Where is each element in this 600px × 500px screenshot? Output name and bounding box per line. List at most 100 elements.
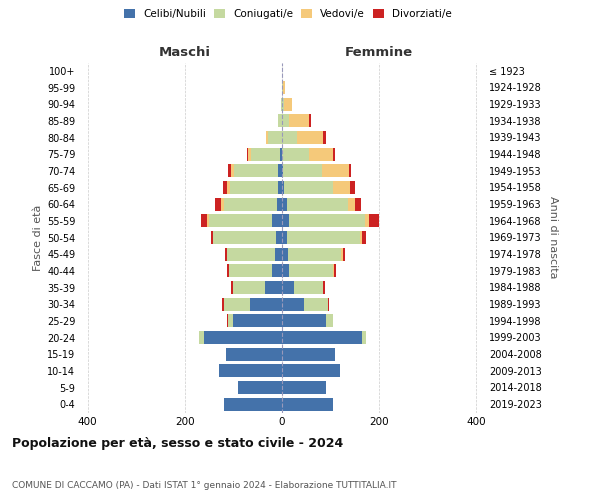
Bar xyxy=(227,314,233,328)
Bar xyxy=(282,198,287,210)
Bar xyxy=(207,214,209,228)
Bar xyxy=(227,264,229,278)
Bar xyxy=(323,281,325,294)
Bar xyxy=(326,314,333,328)
Bar xyxy=(224,398,282,410)
Bar xyxy=(355,198,361,210)
Bar xyxy=(322,164,349,177)
Bar xyxy=(282,398,333,410)
Bar xyxy=(282,364,340,378)
Bar xyxy=(238,381,282,394)
Bar xyxy=(213,231,276,244)
Bar xyxy=(288,248,341,260)
Bar xyxy=(277,198,282,210)
Bar xyxy=(224,248,227,260)
Bar xyxy=(296,131,323,144)
Bar xyxy=(333,181,350,194)
Bar xyxy=(268,131,282,144)
Bar xyxy=(233,314,282,328)
Bar xyxy=(284,181,333,194)
Bar xyxy=(333,148,335,160)
Bar xyxy=(209,214,272,228)
Bar xyxy=(282,381,326,394)
Bar xyxy=(223,181,227,194)
Bar xyxy=(224,198,277,210)
Y-axis label: Anni di nascita: Anni di nascita xyxy=(548,196,559,278)
Bar xyxy=(283,164,322,177)
Text: Maschi: Maschi xyxy=(159,46,211,59)
Bar xyxy=(282,181,284,194)
Bar xyxy=(276,231,282,244)
Bar xyxy=(341,248,343,260)
Bar xyxy=(278,114,282,128)
Bar xyxy=(349,164,352,177)
Bar xyxy=(226,348,282,360)
Bar xyxy=(201,214,207,228)
Bar xyxy=(221,198,224,210)
Bar xyxy=(289,214,365,228)
Bar xyxy=(215,198,221,210)
Bar xyxy=(224,298,250,310)
Bar xyxy=(360,231,362,244)
Bar xyxy=(227,181,230,194)
Bar xyxy=(282,81,283,94)
Bar xyxy=(235,164,278,177)
Bar xyxy=(309,148,333,160)
Bar xyxy=(230,181,278,194)
Bar xyxy=(347,198,355,210)
Bar xyxy=(282,148,309,160)
Text: COMUNE DI CACCAMO (PA) - Dati ISTAT 1° gennaio 2024 - Elaborazione TUTTITALIA.IT: COMUNE DI CACCAMO (PA) - Dati ISTAT 1° g… xyxy=(12,481,397,490)
Bar xyxy=(230,164,235,177)
Bar xyxy=(370,214,379,228)
Bar xyxy=(282,114,289,128)
Legend: Celibi/Nubili, Coniugati/e, Vedovi/e, Divorziati/e: Celibi/Nubili, Coniugati/e, Vedovi/e, Di… xyxy=(120,5,456,24)
Bar xyxy=(282,131,296,144)
Text: Femmine: Femmine xyxy=(345,46,413,59)
Bar xyxy=(304,298,328,310)
Bar xyxy=(287,198,347,210)
Bar xyxy=(350,181,355,194)
Bar xyxy=(284,98,292,110)
Bar xyxy=(219,364,282,378)
Bar xyxy=(282,231,287,244)
Bar xyxy=(287,231,360,244)
Bar xyxy=(334,264,336,278)
Bar xyxy=(282,298,304,310)
Bar xyxy=(247,148,248,160)
Bar xyxy=(278,181,282,194)
Y-axis label: Fasce di età: Fasce di età xyxy=(32,204,43,270)
Bar xyxy=(232,281,233,294)
Bar xyxy=(266,131,268,144)
Bar xyxy=(362,331,366,344)
Bar xyxy=(282,248,288,260)
Bar xyxy=(282,264,289,278)
Bar xyxy=(248,148,251,160)
Bar xyxy=(278,164,282,177)
Bar xyxy=(282,214,289,228)
Bar xyxy=(309,114,311,128)
Bar xyxy=(333,264,334,278)
Bar xyxy=(282,348,335,360)
Bar xyxy=(343,248,345,260)
Bar xyxy=(222,298,224,310)
Bar xyxy=(294,281,323,294)
Bar xyxy=(282,314,326,328)
Bar xyxy=(275,248,282,260)
Bar xyxy=(282,98,284,110)
Bar xyxy=(365,214,370,228)
Text: Popolazione per età, sesso e stato civile - 2024: Popolazione per età, sesso e stato civil… xyxy=(12,437,343,450)
Bar xyxy=(282,331,362,344)
Bar xyxy=(251,148,280,160)
Bar xyxy=(328,298,329,310)
Bar xyxy=(227,248,275,260)
Bar xyxy=(211,231,213,244)
Bar xyxy=(282,281,294,294)
Bar xyxy=(282,164,283,177)
Bar xyxy=(272,214,282,228)
Bar xyxy=(280,148,282,160)
Bar xyxy=(289,114,309,128)
Bar xyxy=(228,164,230,177)
Bar xyxy=(250,298,282,310)
Bar xyxy=(272,264,282,278)
Bar xyxy=(265,281,282,294)
